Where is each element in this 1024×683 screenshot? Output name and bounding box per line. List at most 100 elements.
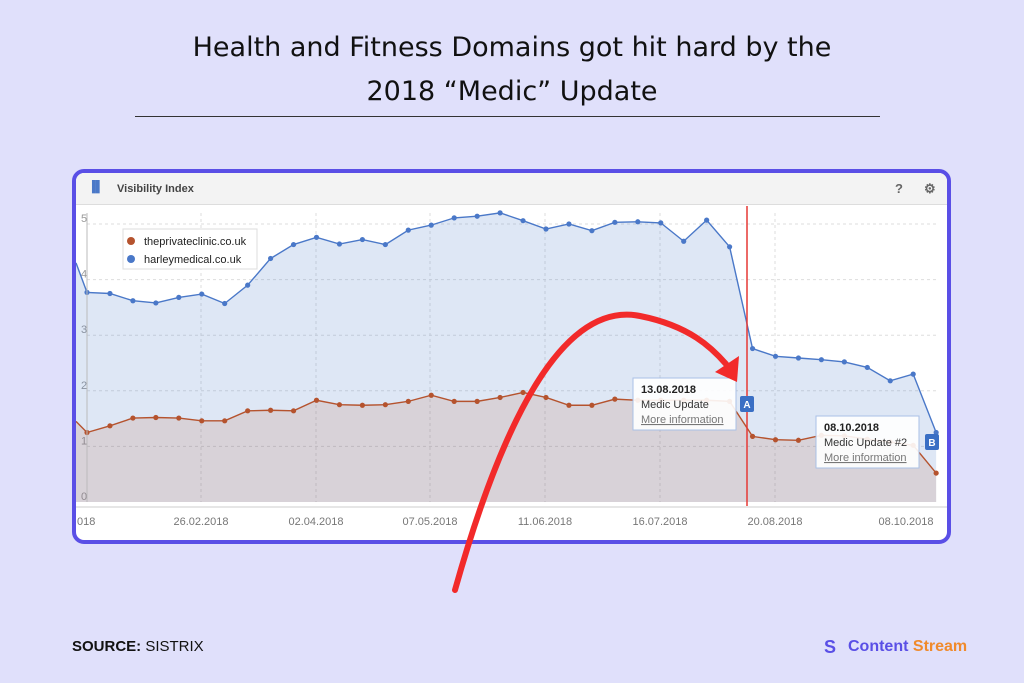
annotation-box — [815, 415, 920, 469]
brand-part1: Content — [848, 638, 909, 655]
annotation-marker — [740, 396, 754, 412]
headline-line-2: 2018 “Medic” Update — [366, 76, 658, 107]
x-tick-label: 018 — [77, 516, 95, 528]
data-point — [107, 290, 113, 297]
data-point — [795, 355, 802, 361]
widget-title: Visibility Index — [117, 183, 194, 195]
data-point — [497, 210, 503, 216]
bar-chart-icon: ▐▌ — [88, 181, 104, 193]
data-point — [589, 228, 595, 234]
y-tick-label: 1 — [81, 435, 87, 447]
data-point — [887, 378, 893, 384]
legend-label: harleymedical.co.uk — [144, 254, 242, 266]
data-point — [474, 213, 480, 219]
data-point — [405, 398, 411, 404]
question-icon[interactable]: ? — [895, 181, 903, 196]
data-point — [566, 221, 572, 227]
visibility-widget: ▐▌ Visibility Index ? ⚙ 0 1 2 3 4 5 018 26.02.2… — [72, 169, 951, 544]
data-point — [497, 394, 503, 401]
headline-line-1: Health and Fitness Domains got hit hard … — [192, 32, 832, 63]
data-point — [290, 241, 297, 248]
data-point — [520, 218, 526, 224]
gear-icon[interactable]: ⚙ — [924, 181, 936, 196]
data-point — [336, 241, 343, 247]
data-point — [176, 294, 182, 300]
y-tick-label: 3 — [81, 324, 87, 336]
data-point — [336, 402, 343, 408]
data-point — [382, 402, 388, 408]
data-point — [543, 394, 549, 401]
data-point — [612, 219, 618, 225]
data-point — [359, 236, 365, 243]
y-tick-label: 0 — [81, 491, 87, 503]
data-point — [451, 398, 457, 404]
y-tick-label: 2 — [81, 380, 87, 392]
annotation-label: Medic Update #2 — [824, 437, 907, 449]
legend-marker — [127, 237, 135, 245]
annotation-date: 13.08.2018 — [641, 384, 696, 396]
chart-svg: 0 1 2 3 4 5 018 26.02.2018 02.04.2018 07.05.2018 1… — [76, 206, 947, 528]
more-information-link[interactable]: More information — [824, 452, 907, 464]
data-point — [245, 282, 251, 288]
brand-logo: S Content Stream — [824, 637, 967, 657]
data-point — [841, 359, 847, 365]
data-point — [681, 238, 687, 244]
data-point — [153, 414, 159, 421]
data-point — [772, 353, 779, 359]
legend: theprivateclinic.co.uk harleymedical.co.u… — [122, 228, 258, 270]
data-point — [910, 371, 916, 377]
data-point — [428, 222, 434, 228]
data-point — [268, 255, 274, 262]
data-point — [658, 220, 664, 226]
x-tick-label: 07.05.2018 — [402, 516, 457, 528]
data-point — [566, 402, 572, 408]
divider — [135, 116, 880, 117]
data-point — [772, 437, 779, 443]
data-point — [268, 407, 274, 413]
annotation-date: 08.10.2018 — [824, 422, 879, 434]
data-point — [635, 219, 641, 225]
source-label: SOURCE: — [72, 638, 142, 655]
data-point — [589, 402, 595, 408]
data-point — [222, 418, 228, 424]
x-tick-label: 02.04.2018 — [288, 516, 343, 528]
data-point — [199, 291, 205, 297]
data-point — [107, 423, 113, 429]
data-point — [405, 227, 411, 233]
data-point — [451, 215, 457, 221]
data-point — [245, 408, 251, 414]
data-point — [313, 234, 320, 240]
annotation-label: Medic Update — [641, 399, 709, 411]
data-point — [428, 392, 434, 398]
data-point — [749, 433, 756, 439]
x-tick-label: 16.07.2018 — [632, 516, 687, 528]
data-point — [130, 298, 136, 304]
data-point — [313, 397, 320, 403]
annotation-B: 08.10.2018 Medic Update #2 More informatio… — [815, 415, 939, 469]
annotation-marker-label: B — [928, 438, 935, 449]
data-point — [864, 364, 870, 371]
annotation-marker — [925, 434, 939, 450]
data-point — [818, 357, 825, 363]
data-point — [290, 408, 297, 414]
more-information-link[interactable]: More information — [641, 414, 724, 426]
data-point — [543, 226, 549, 232]
data-point — [795, 437, 802, 443]
data-point — [520, 389, 526, 396]
annotation-A: 13.08.2018 Medic Update More information A — [632, 377, 754, 431]
data-point — [704, 217, 710, 223]
brand-s-icon: S — [824, 637, 837, 657]
data-point — [382, 241, 388, 248]
data-point — [153, 300, 159, 306]
legend-label: theprivateclinic.co.uk — [144, 236, 247, 248]
widget-header: ▐▌ Visibility Index ? ⚙ — [76, 173, 947, 205]
data-point — [359, 402, 365, 408]
data-point — [749, 345, 756, 352]
data-point — [612, 396, 618, 402]
annotation-marker-label: A — [743, 400, 750, 411]
x-tick-label: 26.02.2018 — [173, 516, 228, 528]
x-tick-label: 08.10.2018 — [878, 516, 933, 528]
y-tick-label: 4 — [81, 269, 87, 281]
source-credit: SOURCE: SISTRIX — [72, 638, 204, 655]
y-tick-label: 5 — [81, 213, 87, 225]
